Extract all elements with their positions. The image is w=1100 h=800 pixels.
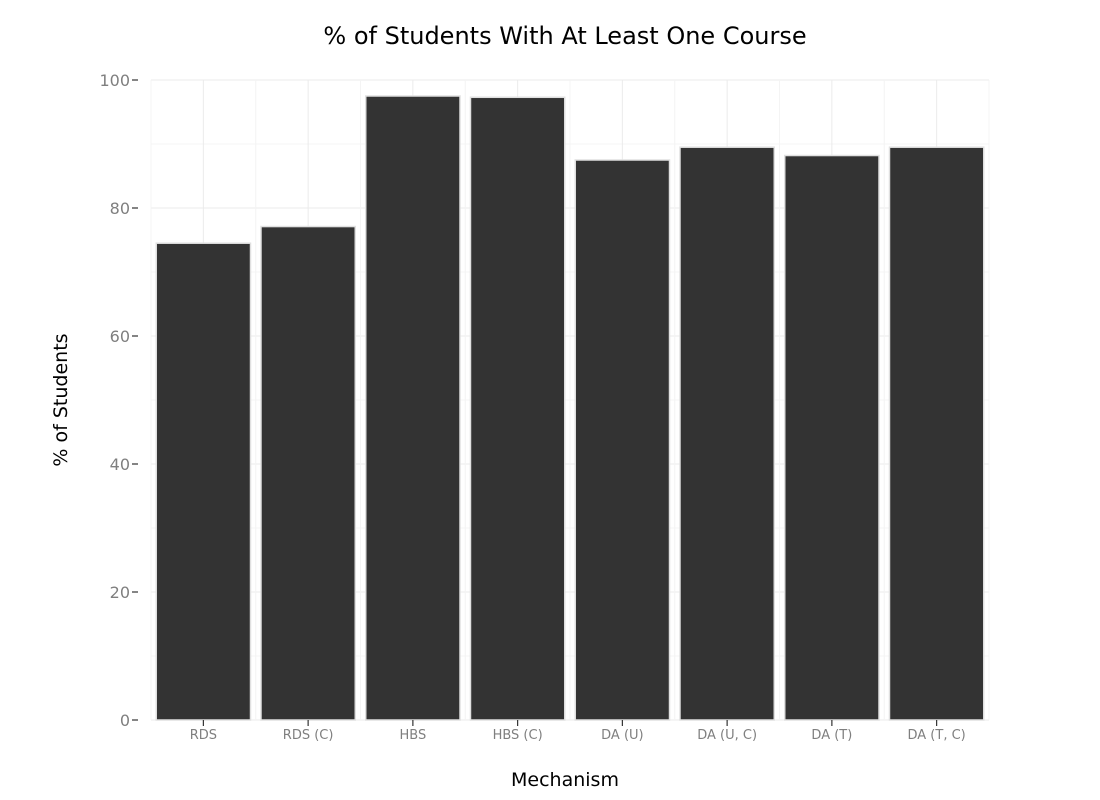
y-axis: 0 20 40 60 80 100 — [99, 71, 138, 730]
x-tick-label: HBS — [400, 728, 427, 743]
y-tick-label: 60 — [110, 327, 130, 346]
bar-da-u — [574, 159, 671, 721]
y-tick-label: 80 — [110, 199, 130, 218]
x-tick-label: RDS — [190, 728, 217, 743]
x-tick-label: DA (T) — [811, 728, 852, 743]
y-tick-label: 40 — [110, 455, 130, 474]
bar-rds-c — [260, 225, 357, 721]
bar-hbs — [364, 95, 461, 721]
chart-title: % of Students With At Least One Course — [323, 22, 806, 50]
bar-da-t — [783, 154, 880, 721]
y-tick-label: 100 — [99, 71, 130, 90]
y-axis-title: % of Students — [50, 333, 72, 466]
bar-rds — [155, 242, 252, 721]
x-tick-label: DA (U, C) — [697, 728, 757, 743]
x-tick-label: RDS (C) — [283, 728, 334, 743]
y-tick-label: 0 — [120, 711, 130, 730]
bar-da-t-c — [888, 146, 985, 721]
y-tick-label: 20 — [110, 583, 130, 602]
x-tick-label: DA (T, C) — [908, 728, 966, 743]
x-tick-label: HBS (C) — [493, 728, 543, 743]
bars-layer — [155, 95, 985, 721]
bar-hbs-c — [469, 96, 566, 721]
x-axis: RDS RDS (C) HBS HBS (C) DA (U) DA (U, C) DA (T… — [190, 720, 966, 743]
bar-da-u-c — [679, 146, 776, 721]
x-axis-title: Mechanism — [511, 769, 619, 791]
x-tick-label: DA (U) — [601, 728, 643, 743]
